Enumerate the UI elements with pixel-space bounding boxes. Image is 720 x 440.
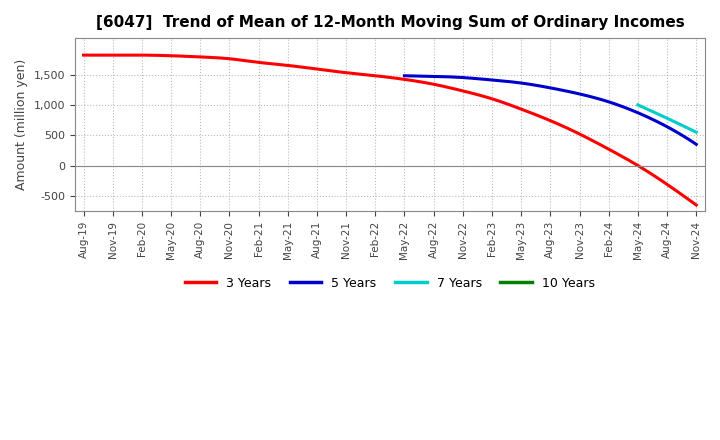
Title: [6047]  Trend of Mean of 12-Month Moving Sum of Ordinary Incomes: [6047] Trend of Mean of 12-Month Moving …	[96, 15, 684, 30]
Legend: 3 Years, 5 Years, 7 Years, 10 Years: 3 Years, 5 Years, 7 Years, 10 Years	[180, 272, 600, 295]
Y-axis label: Amount (million yen): Amount (million yen)	[15, 59, 28, 190]
